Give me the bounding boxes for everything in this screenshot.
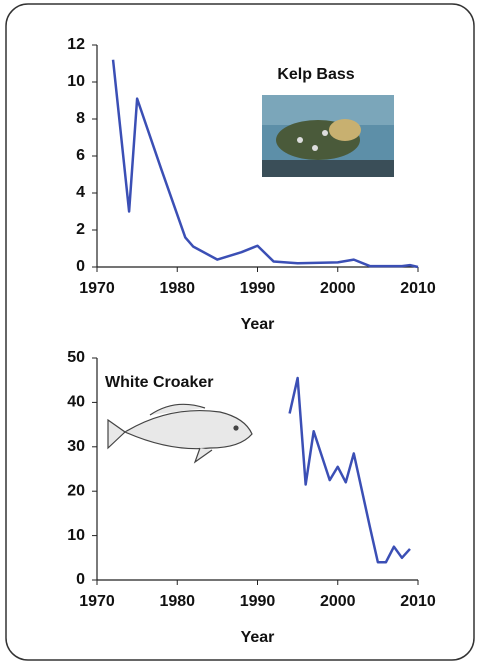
y-tick-label: 4: [76, 184, 85, 201]
x-tick-label: 1990: [240, 280, 276, 297]
y-tick-label: 30: [67, 438, 85, 455]
annotation: Kelp Bass: [277, 66, 354, 83]
y-tick-label: 12: [67, 36, 85, 53]
x-tick-label: 1970: [79, 280, 115, 297]
x-tick-label: 1970: [79, 593, 115, 610]
x-tick-label: 1990: [240, 593, 276, 610]
y-tick-label: 50: [67, 349, 85, 366]
y-tick-label: 40: [67, 394, 85, 411]
x-tick-label: 1980: [159, 593, 195, 610]
y-tick-label: 10: [67, 73, 85, 90]
annotation: White Croaker: [105, 374, 213, 391]
x-tick-label: 2010: [400, 593, 436, 610]
x-tick-label: 1980: [159, 280, 195, 297]
kelp-bass-photo: [262, 95, 394, 177]
x-tick-label: 2010: [400, 280, 436, 297]
y-tick-label: 6: [76, 147, 85, 164]
y-tick-label: 0: [76, 571, 85, 588]
data-line: [288, 376, 411, 564]
frame: [5, 3, 475, 661]
white-croaker-drawing: [107, 403, 253, 464]
x-axis-label: Year: [241, 629, 275, 646]
x-tick-label: 2000: [320, 280, 356, 297]
y-tick-label: 0: [76, 258, 85, 275]
y-tick-label: 2: [76, 221, 85, 238]
x-axis-label: Year: [241, 316, 275, 333]
x-tick-label: 2000: [320, 593, 356, 610]
data-line: [111, 59, 419, 269]
y-tick-label: 8: [76, 110, 85, 127]
y-tick-label: 20: [67, 482, 85, 499]
y-tick-label: 10: [67, 527, 85, 544]
